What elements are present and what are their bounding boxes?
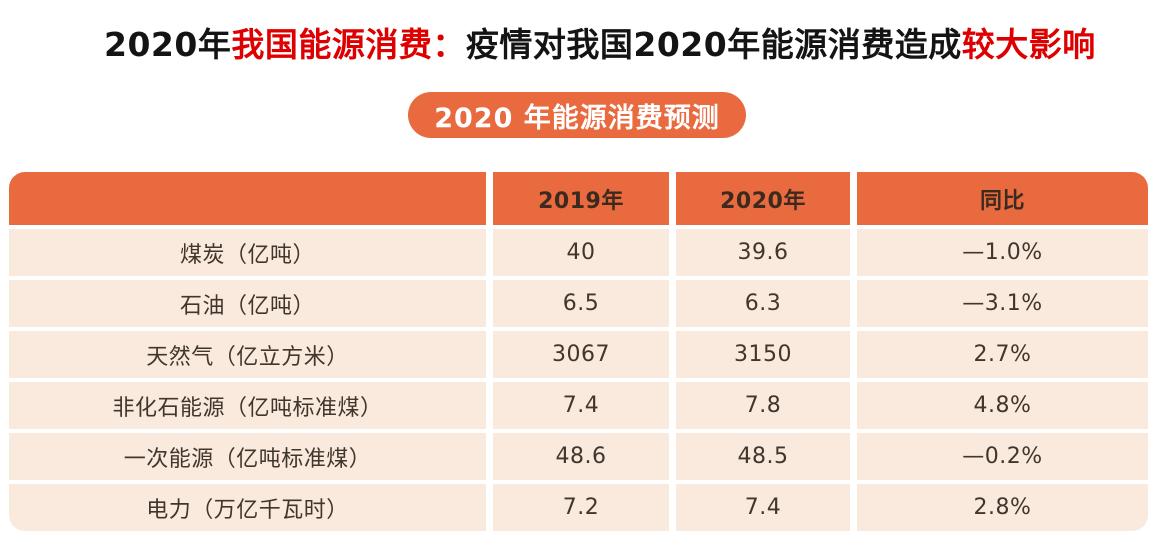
cell-gas-2020: 3150: [676, 331, 850, 378]
cell-electricity-2019: 7.2: [493, 484, 669, 531]
cell-coal-yoy: —1.0%: [857, 229, 1148, 276]
title-segment-statement: 疫情对我国2020年能源消费造成: [465, 25, 962, 64]
cell-electricity-yoy: 2.8%: [857, 484, 1148, 531]
header-cell-blank: [9, 172, 486, 225]
row-label-oil: 石油（亿吨）: [9, 280, 486, 327]
title-segment-year: 2020年: [104, 25, 232, 64]
cell-oil-2019: 6.5: [493, 280, 669, 327]
page-title: 2020年我国能源消费：疫情对我国2020年能源消费造成较大影响: [104, 18, 1096, 66]
cell-coal-2020: 39.6: [676, 229, 850, 276]
cell-primary-yoy: —0.2%: [857, 433, 1148, 480]
row-label-gas: 天然气（亿立方米）: [9, 331, 486, 378]
row-label-nonfossil: 非化石能源（亿吨标准煤）: [9, 382, 486, 429]
row-label-primary: 一次能源（亿吨标准煤）: [9, 433, 486, 480]
cell-nonfossil-yoy: 4.8%: [857, 382, 1148, 429]
header-cell-2020: 2020年: [676, 172, 850, 225]
cell-gas-yoy: 2.7%: [857, 331, 1148, 378]
cell-nonfossil-2019: 7.4: [493, 382, 669, 429]
cell-primary-2020: 48.5: [676, 433, 850, 480]
section-badge: 2020 年能源消费预测: [408, 92, 746, 138]
cell-oil-yoy: —3.1%: [857, 280, 1148, 327]
header-cell-2019: 2019年: [493, 172, 669, 225]
cell-electricity-2020: 7.4: [676, 484, 850, 531]
cell-nonfossil-2020: 7.8: [676, 382, 850, 429]
cell-coal-2019: 40: [493, 229, 669, 276]
cell-oil-2020: 6.3: [676, 280, 850, 327]
title-segment-topic-red: 我国能源消费：: [231, 25, 466, 64]
energy-forecast-table: 2019年 2020年 同比 煤炭（亿吨） 40 39.6 —1.0% 石油（亿…: [9, 172, 1148, 531]
header-cell-yoy: 同比: [857, 172, 1148, 225]
title-segment-impact-red: 较大影响: [961, 25, 1096, 64]
cell-primary-2019: 48.6: [493, 433, 669, 480]
row-label-coal: 煤炭（亿吨）: [9, 229, 486, 276]
cell-gas-2019: 3067: [493, 331, 669, 378]
row-label-electricity: 电力（万亿千瓦时）: [9, 484, 486, 531]
